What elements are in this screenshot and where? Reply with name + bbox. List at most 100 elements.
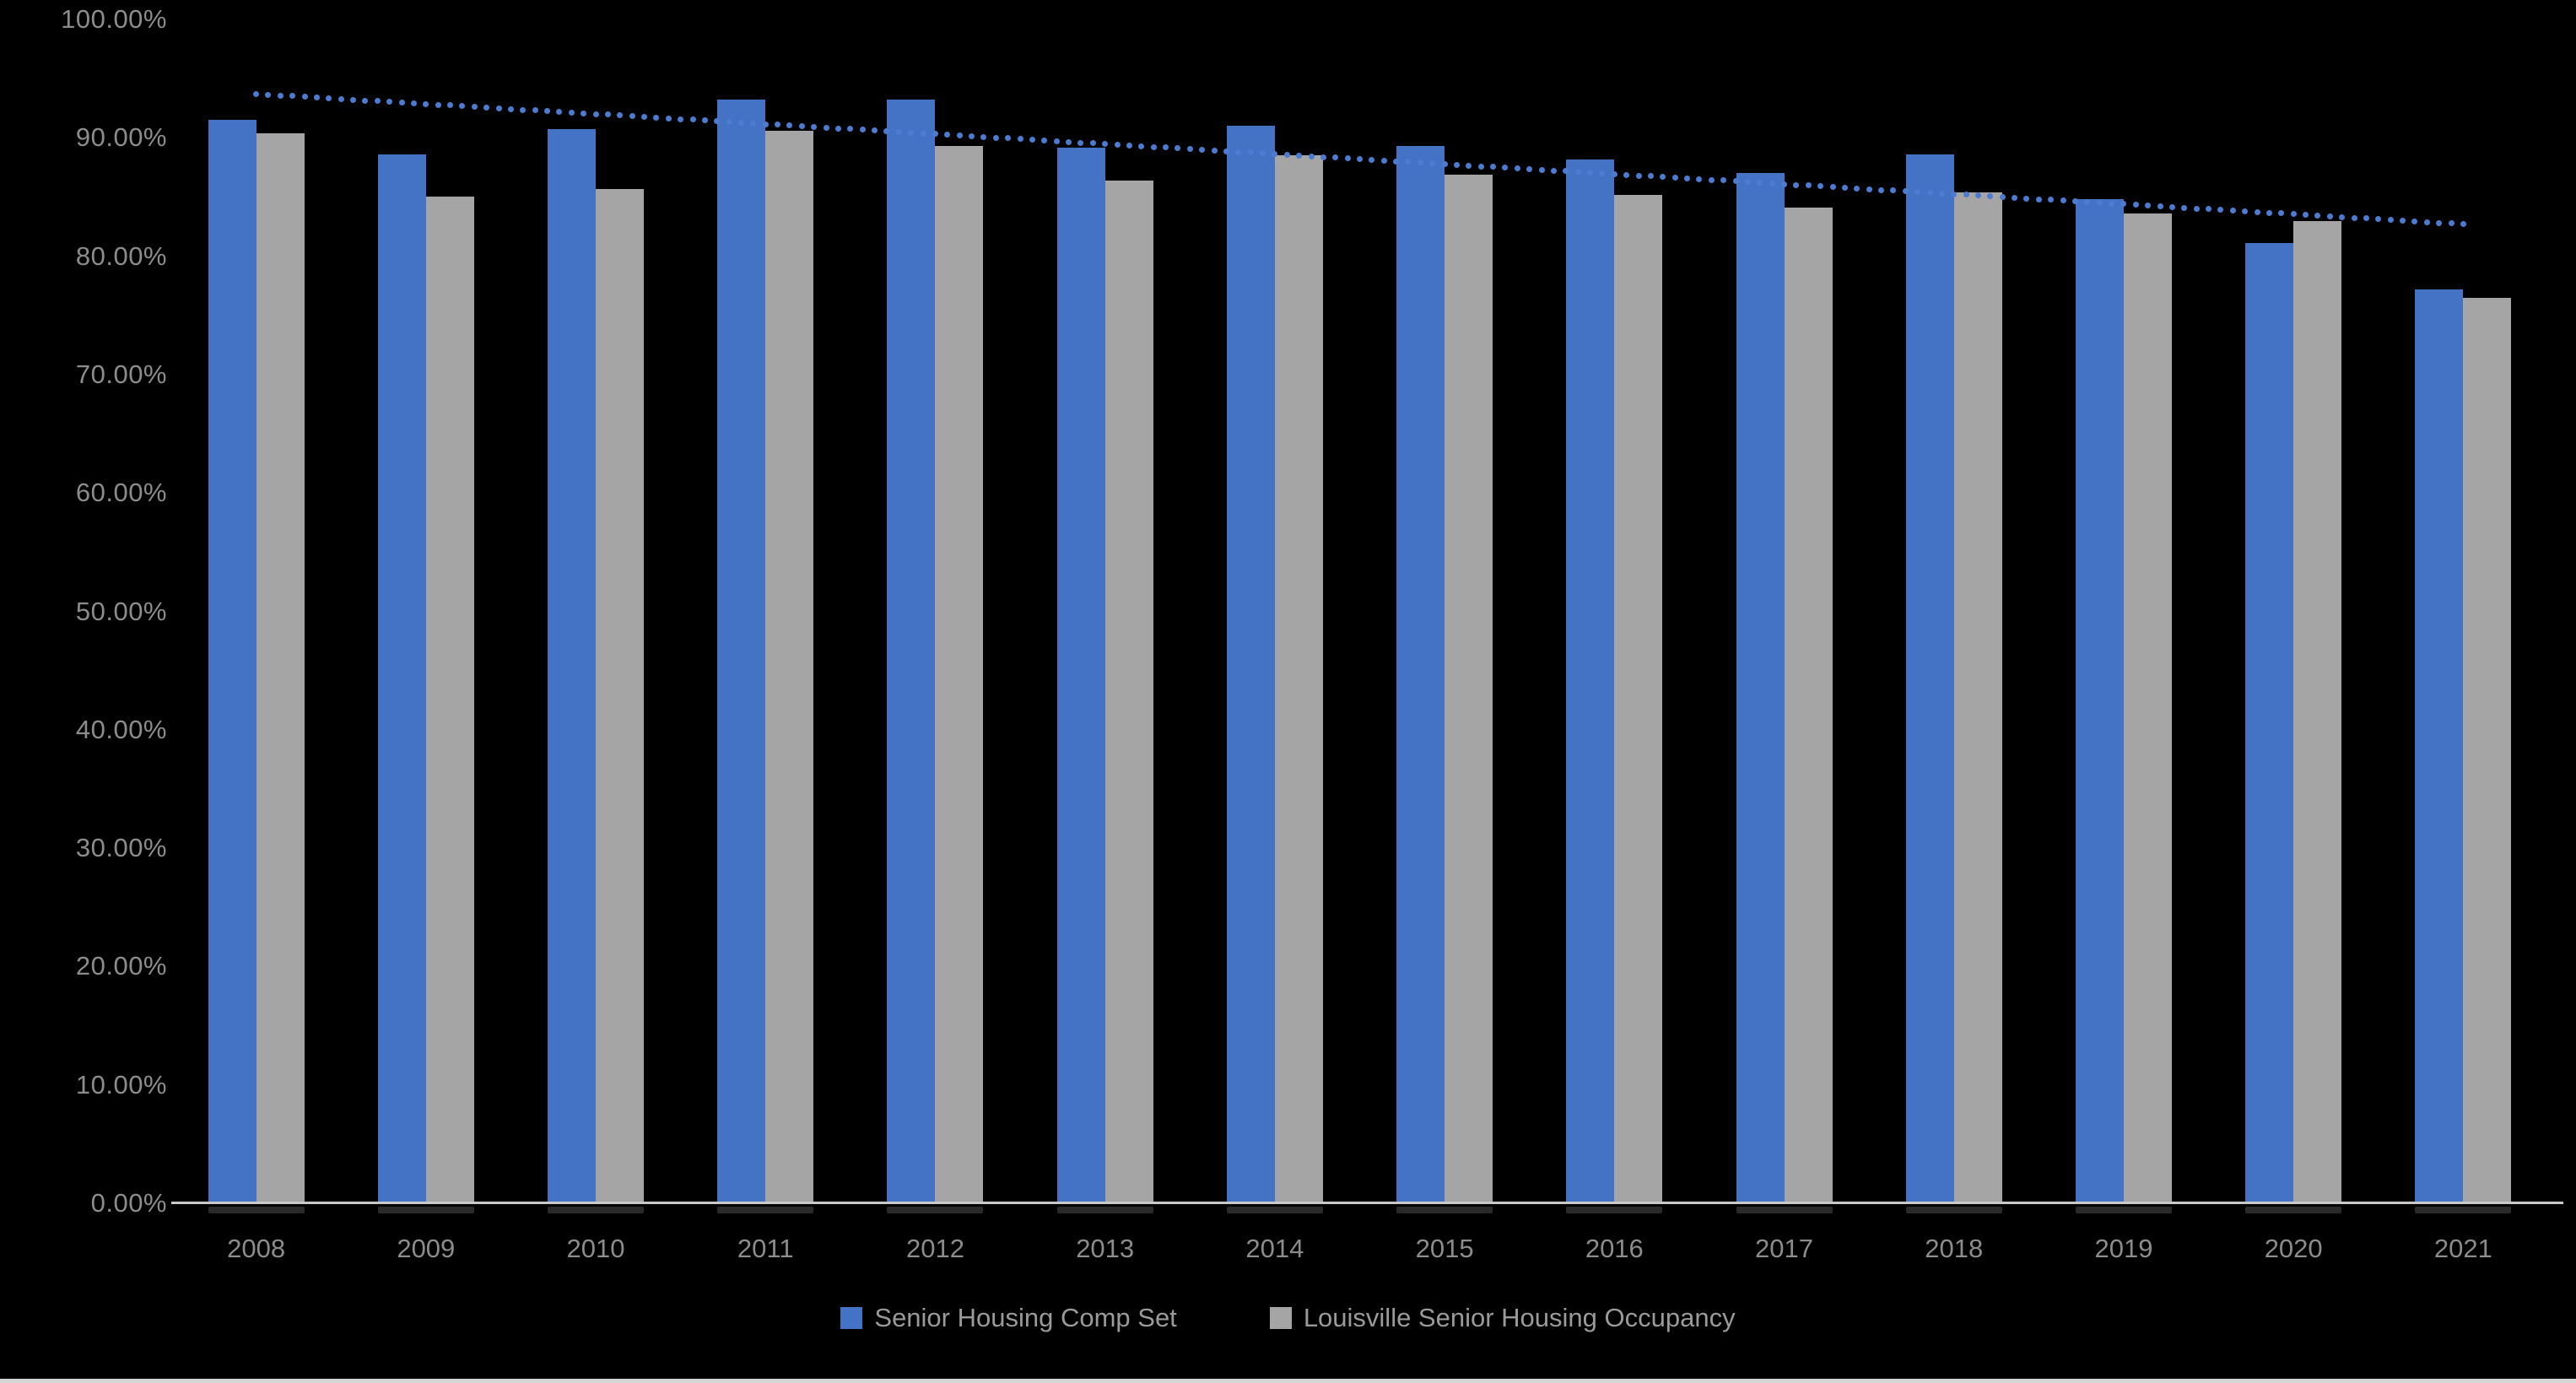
- trendline-dot: [1005, 135, 1012, 142]
- trendline-dot: [1126, 142, 1132, 149]
- trendline-dot: [2314, 213, 2321, 219]
- trendline-dot: [459, 103, 466, 110]
- trendline-dot: [629, 113, 635, 120]
- trendline-dot: [1393, 158, 1400, 165]
- trendline-dot: [507, 105, 514, 112]
- trendline-dot: [1138, 143, 1145, 149]
- trendline-dot: [1926, 189, 1933, 196]
- bar-comp-set-2011: [717, 100, 766, 1203]
- bar-group-shadow-2017: [1736, 1207, 1833, 1213]
- trendline-dot: [1660, 174, 1666, 181]
- trendline-dot: [1538, 166, 1545, 173]
- bar-group-shadow-2019: [2075, 1207, 2172, 1213]
- bottom-strip: [0, 1379, 2576, 1383]
- trendline-dot: [1587, 170, 1594, 176]
- trendline-dot: [1951, 191, 1958, 197]
- bar-louisville-2014: [1274, 155, 1323, 1203]
- trendline-dot: [2290, 211, 2297, 218]
- trendline-dot: [980, 133, 987, 140]
- trendline-dot: [689, 116, 696, 123]
- trendline-dot: [1878, 186, 1884, 193]
- trendline-dot: [2168, 203, 2175, 210]
- trendline-dot: [2084, 198, 2091, 205]
- y-tick-70: 70.00%: [75, 359, 167, 389]
- trendline-dot: [2387, 217, 2394, 224]
- trendline-dot: [2217, 207, 2224, 213]
- trendline-dot: [1890, 187, 1897, 194]
- trendline-dot: [956, 132, 963, 139]
- trendline-dot: [338, 95, 344, 102]
- x-tick-2011: 2011: [737, 1234, 794, 1263]
- trendline-dot: [2448, 220, 2454, 227]
- trendline-dot: [908, 129, 915, 136]
- trendline-dot: [1611, 170, 1617, 177]
- trendline-dot: [1320, 154, 1326, 160]
- trendline-dot: [1769, 180, 1775, 186]
- bar-comp-set-2014: [1226, 126, 1275, 1203]
- trendline-dot: [289, 93, 296, 100]
- y-tick-80: 80.00%: [75, 240, 167, 271]
- trendline-dot: [2363, 215, 2369, 222]
- trendline-dot: [2012, 194, 2018, 201]
- trendline-dot: [1574, 169, 1581, 176]
- trendline-dot: [1466, 162, 1472, 169]
- trendline-dot: [1490, 164, 1497, 170]
- trendline-dot: [1854, 185, 1860, 192]
- bar-louisville-2012: [935, 146, 984, 1203]
- trendline-dot: [2423, 219, 2430, 225]
- bar-louisville-2009: [425, 197, 474, 1203]
- bar-comp-set-2021: [2415, 289, 2464, 1203]
- trendline-dot: [1163, 144, 1169, 151]
- bar-comp-set-2013: [1056, 147, 1105, 1203]
- trendline-dot: [1757, 180, 1763, 186]
- bar-louisville-2010: [596, 188, 645, 1203]
- trendline-dot: [750, 120, 757, 127]
- trendline-dot: [581, 110, 587, 116]
- bar-louisville-2015: [1445, 174, 1493, 1203]
- trendline-dot: [495, 105, 502, 111]
- x-tick-2018: 2018: [1925, 1234, 1984, 1263]
- bar-group-shadow-2008: [208, 1207, 305, 1213]
- bar-comp-set-2016: [1566, 159, 1615, 1203]
- bar-group-shadow-2021: [2415, 1207, 2512, 1213]
- trendline-dot: [1647, 173, 1654, 180]
- trendline-dot: [410, 100, 417, 106]
- trendline-dot: [714, 118, 721, 125]
- trendline-dot: [944, 132, 951, 138]
- trendline-dot: [895, 128, 902, 135]
- x-tick-2017: 2017: [1755, 1234, 1814, 1263]
- trendline-dot: [665, 115, 672, 122]
- y-tick-40: 40.00%: [75, 714, 167, 744]
- trendline-dot: [1817, 183, 1824, 190]
- trendline-dot: [1550, 167, 1557, 174]
- trendline-dot: [1502, 165, 1509, 171]
- legend-swatch-icon: [840, 1307, 863, 1329]
- trendline-dot: [2254, 208, 2260, 215]
- trendline-dot: [1114, 142, 1121, 149]
- x-axis-line: [171, 1202, 2563, 1204]
- bar-louisville-2019: [2123, 213, 2172, 1203]
- trendline-dot: [398, 100, 405, 106]
- trendline-dot: [786, 122, 793, 129]
- trendline-dot: [2339, 213, 2346, 220]
- trendline-dot: [1526, 165, 1533, 172]
- trendline-dot: [277, 92, 284, 99]
- trendline-dot: [2048, 197, 2055, 203]
- trendline-dot: [872, 127, 878, 134]
- trendline-dot: [653, 114, 660, 121]
- trendline-dot: [1720, 177, 1727, 184]
- trendline-dot: [1999, 193, 2006, 200]
- trendline-dot: [1199, 147, 1206, 154]
- trendline-dot: [883, 127, 890, 134]
- trendline-dot: [313, 95, 320, 101]
- bar-group-shadow-2012: [887, 1207, 984, 1213]
- trendline-dot: [1041, 138, 1048, 143]
- trendline-dot: [1175, 145, 1181, 152]
- trendline-dot: [834, 125, 841, 132]
- trendline-dot: [1247, 149, 1254, 156]
- trendline-dot: [1563, 168, 1569, 175]
- bar-comp-set-2010: [548, 129, 597, 1203]
- trendline-dot: [2145, 203, 2152, 209]
- bar-group-shadow-2010: [548, 1207, 645, 1213]
